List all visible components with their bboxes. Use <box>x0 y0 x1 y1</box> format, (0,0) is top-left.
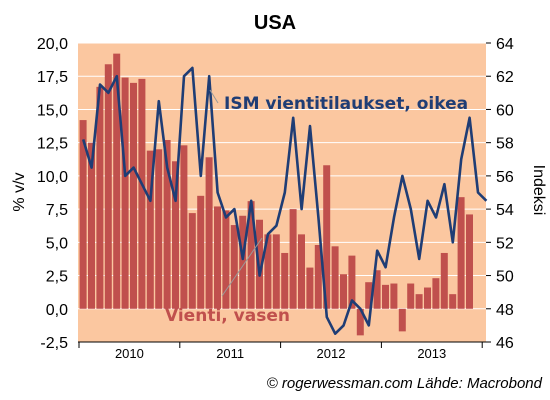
chart-title: USA <box>254 12 296 34</box>
right-tick-label: 64 <box>496 36 514 53</box>
left-axis-label: % v/v <box>11 172 28 211</box>
bar <box>214 206 221 309</box>
right-axis-label: Indeksi <box>530 165 547 216</box>
bar <box>146 150 154 309</box>
bar <box>113 53 121 309</box>
left-tick-label: 5,0 <box>46 235 68 252</box>
bar <box>247 201 255 309</box>
bar <box>440 252 448 309</box>
bar <box>323 165 331 309</box>
x-axis: 2010 2011 2012 2013 <box>78 341 486 361</box>
bar <box>365 282 373 309</box>
bar <box>188 213 196 309</box>
bar <box>415 294 423 309</box>
bar <box>331 246 339 309</box>
bar <box>373 270 381 309</box>
x-tick-label: 2010 <box>115 346 144 361</box>
line-annotation-leader <box>209 89 219 104</box>
left-tick-label: 15,0 <box>37 102 68 119</box>
bar <box>239 215 247 309</box>
bar <box>398 308 406 332</box>
x-tick-label: 2012 <box>317 346 346 361</box>
left-tick-label: -2,5 <box>40 335 68 352</box>
bar <box>180 145 188 309</box>
bar <box>382 284 389 309</box>
left-axis: -2,5 0,0 2,5 5,0 7,5 10,0 12,5 15,0 17,5 20,0 <box>37 36 68 352</box>
line-series <box>81 66 488 335</box>
right-tick-label: 62 <box>496 69 514 86</box>
bar <box>121 77 129 309</box>
bar <box>272 234 280 309</box>
bar <box>390 283 398 309</box>
right-tick-label: 54 <box>496 202 514 219</box>
right-tick-label: 60 <box>496 102 514 119</box>
bar <box>449 294 457 309</box>
left-tick-label: 0,0 <box>46 302 68 319</box>
bar <box>432 278 440 309</box>
x-tick-label: 2011 <box>216 346 244 361</box>
left-tick-label: 2,5 <box>46 269 68 286</box>
left-tick-label: 20,0 <box>37 36 68 53</box>
bar-annotation-leader <box>221 237 263 297</box>
bar <box>172 161 179 309</box>
bar <box>88 142 95 309</box>
bar <box>222 210 230 309</box>
bar <box>130 82 137 309</box>
left-tick-label: 7,5 <box>46 202 68 219</box>
bar <box>163 140 171 309</box>
bar <box>348 255 356 309</box>
bar <box>205 157 213 309</box>
bar <box>289 209 297 309</box>
right-tick-label: 48 <box>496 302 514 319</box>
right-tick-label: 50 <box>496 269 514 286</box>
right-axis: 46 48 50 52 54 56 58 60 62 64 <box>486 36 514 352</box>
line-series-label: ISM vientitilaukset, oikea <box>224 94 468 114</box>
bar <box>155 149 163 309</box>
right-tick-label: 46 <box>496 335 514 352</box>
bar <box>298 234 305 309</box>
right-tick-label: 58 <box>496 136 514 153</box>
bar-series-label: Vienti, vasen <box>165 306 290 326</box>
bar <box>356 308 364 336</box>
bar <box>314 244 322 309</box>
right-tick-label: 52 <box>496 235 514 252</box>
x-tick-label: 2013 <box>417 346 446 361</box>
bar <box>407 283 415 309</box>
left-tick-label: 17,5 <box>37 69 68 86</box>
bar-series <box>79 53 473 336</box>
bar <box>306 267 314 309</box>
bar <box>79 120 87 309</box>
left-tick-label: 12,5 <box>37 136 68 153</box>
bar <box>96 86 104 309</box>
bar <box>264 234 272 309</box>
bar <box>138 78 146 309</box>
bar <box>424 287 431 309</box>
right-tick-label: 56 <box>496 169 514 186</box>
left-tick-label: 10,0 <box>37 169 68 186</box>
bar <box>104 64 112 309</box>
bar <box>457 197 465 309</box>
bar <box>466 214 473 309</box>
bar <box>281 252 289 309</box>
bar <box>197 195 205 309</box>
bar <box>230 225 238 309</box>
line-series-path <box>81 66 488 335</box>
source-credit: © rogerwessman.com Lähde: Macrobond <box>267 375 543 392</box>
bar <box>340 274 347 309</box>
